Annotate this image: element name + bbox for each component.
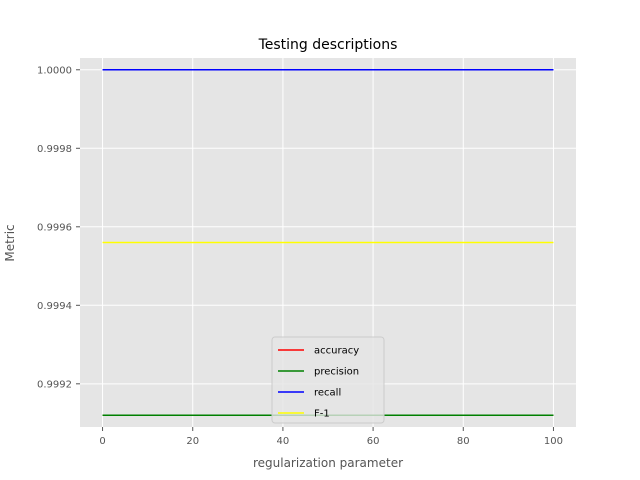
legend-label: accuracy [314,346,359,357]
y-tick-label: 0.9992 [37,379,72,390]
x-tick-label: 60 [367,436,380,447]
x-tick-label: 100 [544,436,563,447]
y-axis-label: Metric [3,224,17,261]
x-tick-label: 80 [457,436,470,447]
y-tick-label: 0.9994 [37,301,72,312]
y-ticks: 0.9992 0.9994 0.9996 0.9998 1.0000 [37,65,80,390]
legend-label: precision [314,367,359,378]
x-ticks: 0 20 40 60 80 100 [99,427,563,447]
legend-box [271,336,385,424]
x-tick-label: 40 [277,436,290,447]
legend-label: F-1 [314,409,330,420]
chart-title: Testing descriptions [258,37,398,53]
x-axis-label: regularization parameter [253,456,403,470]
x-tick-label: 20 [186,436,199,447]
y-tick-label: 0.9996 [37,222,72,233]
legend-label: recall [314,388,341,399]
y-tick-label: 0.9998 [37,144,72,155]
legend: accuracy precision recall F-1 [271,336,385,424]
x-tick-label: 0 [99,436,105,447]
y-tick-label: 1.0000 [37,65,72,76]
